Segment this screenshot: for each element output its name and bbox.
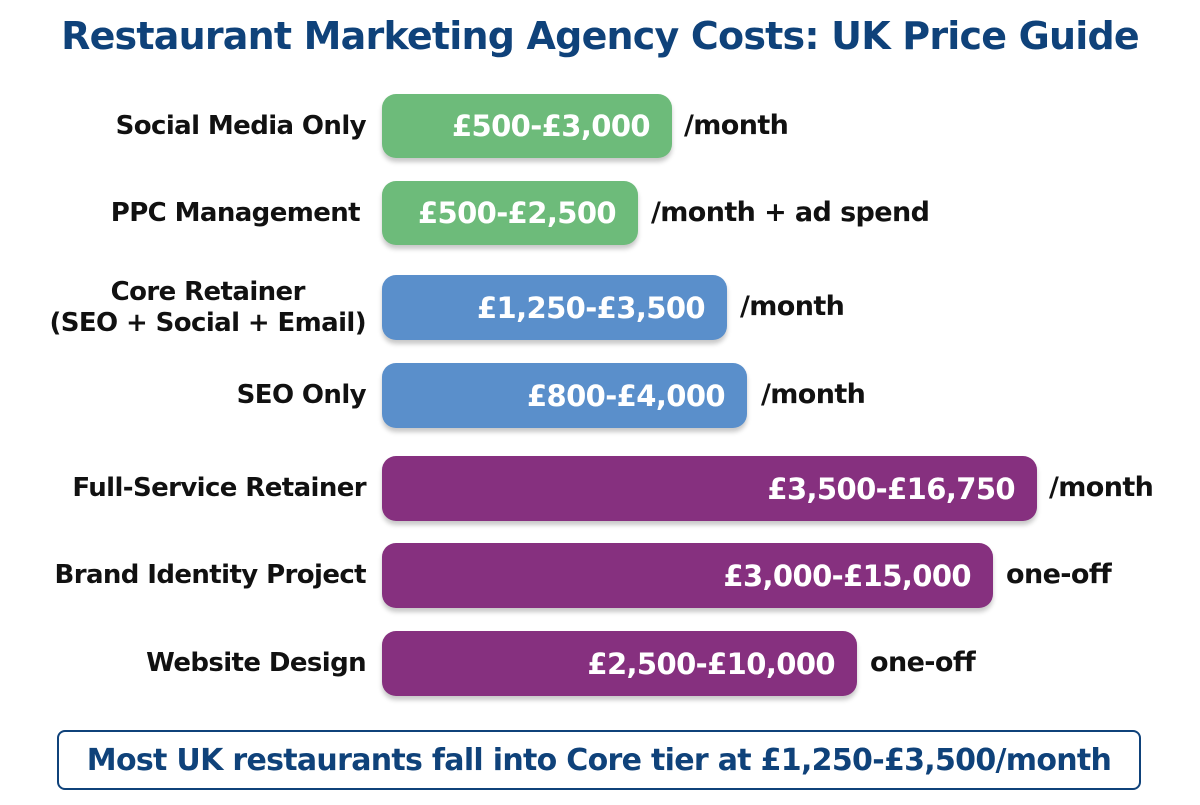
bar-value: £500-£3,000 <box>451 109 651 143</box>
row-label: Website Design <box>146 648 366 678</box>
bar-purple: £3,000-£15,000 <box>382 543 993 608</box>
bar-purple: £2,500-£10,000 <box>382 631 857 696</box>
row-unit: /month <box>761 379 866 410</box>
bar-value: £3,000-£15,000 <box>723 558 971 593</box>
chart-row-social-media: Social Media Only £500-£3,000 /month <box>0 94 1200 160</box>
row-label: Brand Identity Project <box>54 560 367 590</box>
chart-row-brand-identity: Brand Identity Project £3,000-£15,000 on… <box>0 543 1200 609</box>
summary-text: Most UK restaurants fall into Core tier … <box>86 742 1112 778</box>
chart-row-seo: SEO Only £800-£4,000 /month <box>0 363 1200 429</box>
row-unit: one-off <box>870 647 976 678</box>
bar-value: £3,500-£16,750 <box>767 471 1015 506</box>
chart-row-full-service: Full-Service Retainer £3,500-£16,750 /mo… <box>0 456 1200 522</box>
bar-blue: £800-£4,000 <box>382 363 747 428</box>
page-title: Restaurant Marketing Agency Costs: UK Pr… <box>61 14 1140 58</box>
bar-value: £1,250-£3,500 <box>476 290 706 325</box>
row-unit: /month <box>1049 472 1154 503</box>
row-label: Core Retainer (SEO + Social + Email) <box>49 277 366 339</box>
chart-row-core-retainer: Core Retainer (SEO + Social + Email) £1,… <box>0 275 1200 341</box>
bar-purple: £3,500-£16,750 <box>382 456 1037 521</box>
row-label: PPC Management <box>110 198 361 228</box>
row-label: SEO Only <box>236 380 367 410</box>
row-label: Full-Service Retainer <box>72 473 366 503</box>
row-label: Social Media Only <box>115 111 367 141</box>
row-label-line1: Core Retainer <box>110 277 306 307</box>
row-unit: /month <box>684 110 789 141</box>
row-unit: one-off <box>1006 559 1112 590</box>
bar-green: £500-£2,500 <box>382 181 638 245</box>
chart-row-ppc: PPC Management £500-£2,500 /month + ad s… <box>0 181 1200 247</box>
summary-callout: Most UK restaurants fall into Core tier … <box>57 730 1141 790</box>
bar-green: £500-£3,000 <box>382 94 672 158</box>
chart-row-website-design: Website Design £2,500-£10,000 one-off <box>0 631 1200 697</box>
row-unit: /month + ad spend <box>651 197 930 228</box>
bar-blue: £1,250-£3,500 <box>382 275 727 340</box>
bar-value: £500-£2,500 <box>417 196 617 230</box>
bar-value: £800-£4,000 <box>526 378 726 413</box>
row-unit: /month <box>740 291 845 322</box>
row-label-line2: (SEO + Social + Email) <box>49 308 366 338</box>
bar-value: £2,500-£10,000 <box>587 646 835 681</box>
